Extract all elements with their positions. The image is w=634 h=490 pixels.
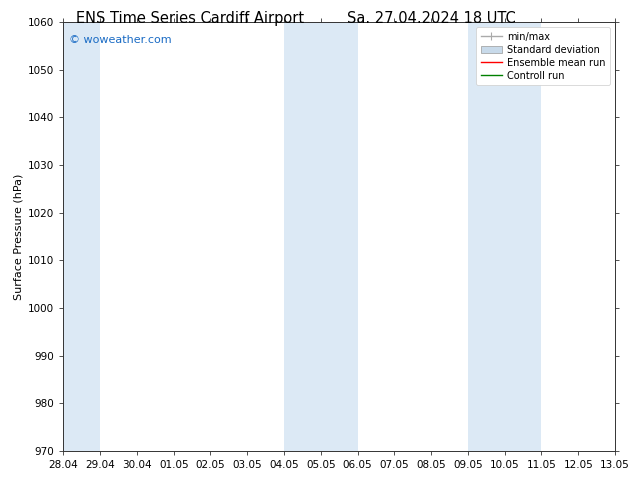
Bar: [284, 22, 358, 451]
Y-axis label: Surface Pressure (hPa): Surface Pressure (hPa): [14, 173, 24, 299]
Bar: [468, 22, 541, 451]
Text: © woweather.com: © woweather.com: [69, 35, 172, 45]
Bar: [63, 22, 100, 451]
Text: Sa. 27.04.2024 18 UTC: Sa. 27.04.2024 18 UTC: [347, 11, 515, 26]
Text: ENS Time Series Cardiff Airport: ENS Time Series Cardiff Airport: [76, 11, 304, 26]
Legend: min/max, Standard deviation, Ensemble mean run, Controll run: min/max, Standard deviation, Ensemble me…: [476, 27, 610, 85]
